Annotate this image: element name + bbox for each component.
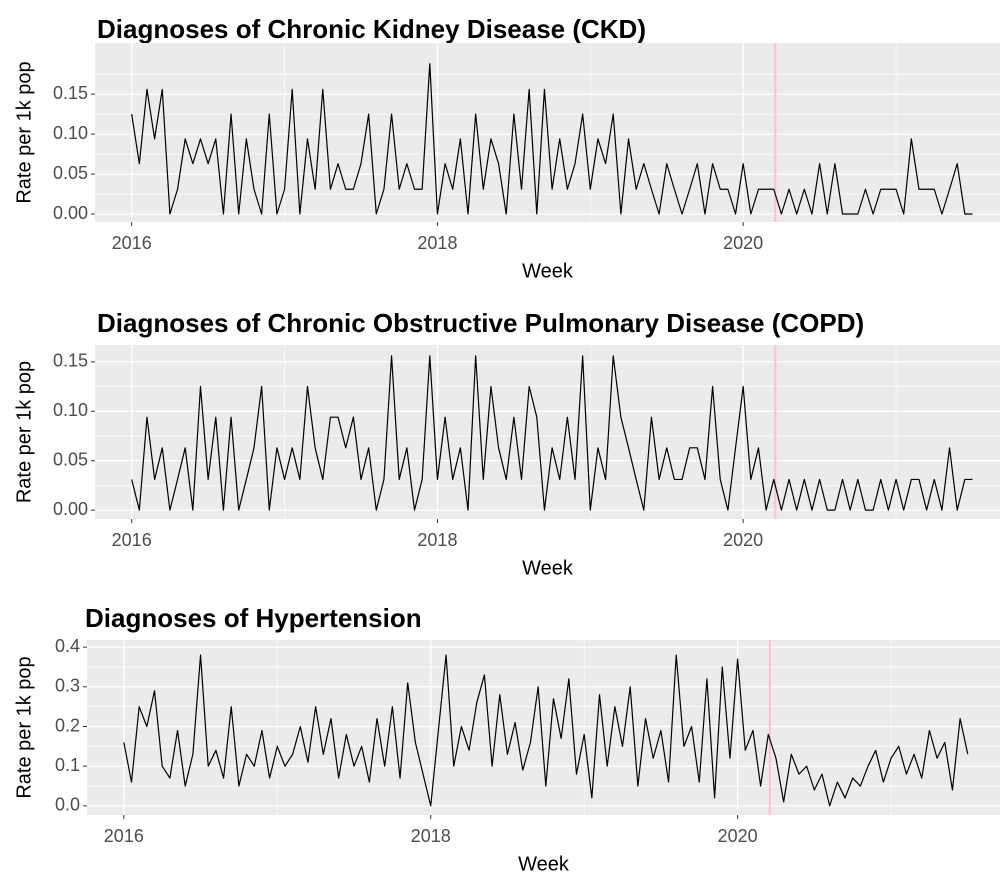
x-tick-label: 2020 <box>723 530 763 550</box>
y-tick-label: 0.00 <box>53 499 88 519</box>
x-tick-label: 2016 <box>112 233 152 253</box>
data-line <box>131 63 973 215</box>
y-tick-label: 0.15 <box>53 83 88 103</box>
x-axis-label: Week <box>522 557 574 579</box>
x-axis-label: Week <box>522 260 574 282</box>
y-axis-label: Rate per 1k pop <box>13 656 35 798</box>
y-tick-label: 0.00 <box>53 203 88 223</box>
y-axis-label: Rate per 1k pop <box>13 61 35 203</box>
chart-title: Diagnoses of Chronic Kidney Disease (CKD… <box>97 14 646 44</box>
plot-background <box>95 345 1000 519</box>
data-line <box>131 355 973 511</box>
y-tick-label: 0.05 <box>53 449 88 469</box>
x-tick-label: 2018 <box>417 233 457 253</box>
chart-title: Diagnoses of Chronic Obstructive Pulmona… <box>97 308 864 338</box>
x-tick-label: 2018 <box>417 530 457 550</box>
x-tick-label: 2020 <box>723 233 763 253</box>
y-tick-label: 0.3 <box>55 676 80 696</box>
x-tick-label: 2018 <box>411 826 451 846</box>
y-axis-label: Rate per 1k pop <box>13 361 35 503</box>
y-tick-label: 0.1 <box>55 755 80 775</box>
chart-title: Diagnoses of Hypertension <box>85 603 422 633</box>
x-tick-label: 2016 <box>112 530 152 550</box>
y-tick-label: 0.0 <box>55 795 80 815</box>
x-tick-label: 2020 <box>718 826 758 846</box>
data-line <box>123 654 969 807</box>
y-tick-label: 0.10 <box>53 123 88 143</box>
y-tick-label: 0.05 <box>53 163 88 183</box>
y-tick-label: 0.4 <box>55 636 80 656</box>
y-tick-label: 0.2 <box>55 715 80 735</box>
plot-background <box>87 640 1000 815</box>
y-tick-label: 0.10 <box>53 400 88 420</box>
y-tick-label: 0.15 <box>53 351 88 371</box>
x-axis-label: Week <box>518 853 570 875</box>
x-tick-label: 2016 <box>104 826 144 846</box>
